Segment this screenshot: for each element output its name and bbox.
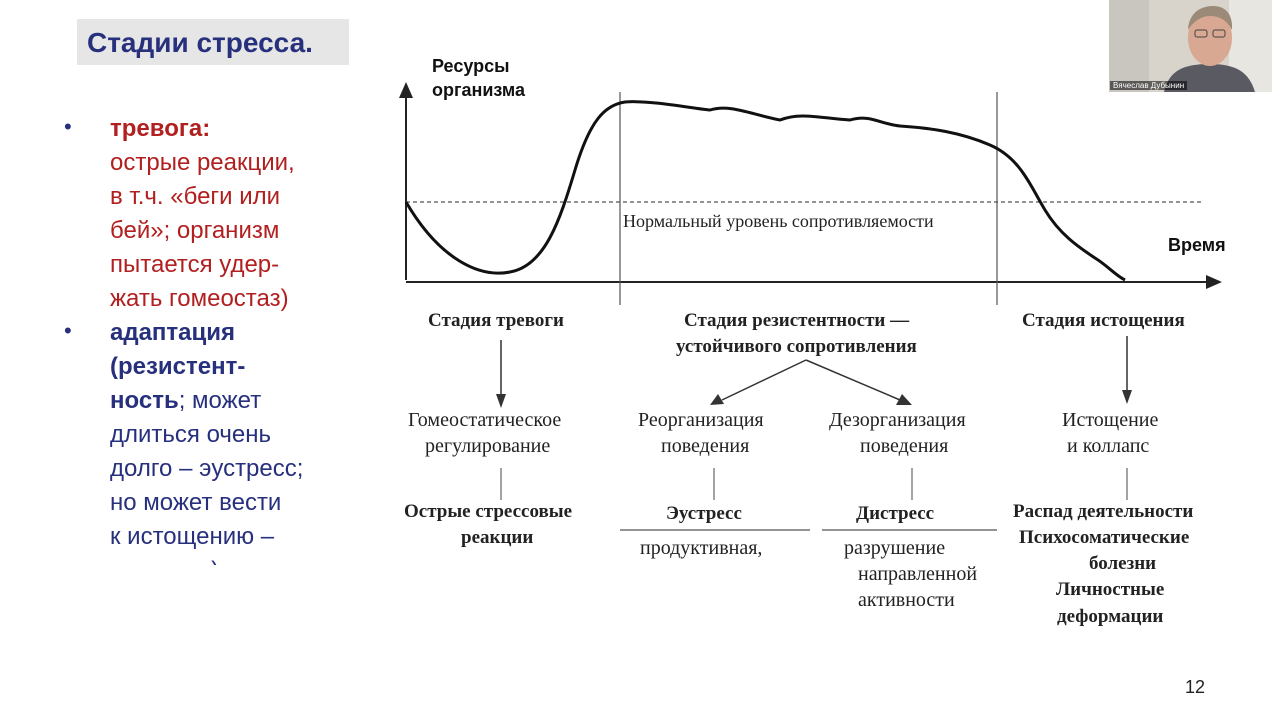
resistance-arrow-right-head (896, 394, 912, 405)
result-eustress-desc: продуктивная, (640, 537, 763, 559)
result-exhaustion-5: деформации (1057, 604, 1164, 630)
bullet-1-line-5: пытается удер- (110, 251, 280, 278)
result-exhaustion-4: Личностные (1056, 577, 1165, 603)
bullet-2-line-3-rest: ; может (178, 387, 262, 414)
resistance-arrow-left (721, 359, 807, 401)
bullet-2-line-5: долго – эустресс; (110, 455, 304, 482)
slide-title-box: Стадии стресса. (77, 19, 349, 65)
outcome-reorg-2: поведения (661, 435, 750, 457)
x-axis-arrow (1206, 275, 1222, 289)
outcome-disorg-1: Дезорганизация (829, 409, 966, 431)
result-distress-desc-2: направленной (858, 561, 978, 587)
result-distress: Дистресс (856, 503, 935, 524)
outcome-collapse-1: Истощение (1062, 409, 1159, 431)
result-distress-desc-3: активности (858, 587, 955, 613)
resources-curve (404, 100, 1126, 282)
y-axis-label-2: организма (432, 80, 526, 100)
result-acute-1: Острые стрессовые (404, 501, 573, 522)
outcome-disorg-2: поведения (860, 435, 949, 457)
bullet-1-line-6: жать гомеостаз) (110, 285, 289, 312)
bullet-1-line-4: бей»; организм (110, 217, 280, 244)
result-distress-desc-1: разрушение (844, 537, 946, 559)
bullet-2-line-3: ность; может (110, 384, 261, 418)
outcome-homeostatic-2: регулирование (425, 435, 551, 457)
resistance-arrow-left-head (710, 394, 724, 405)
presenter-avatar-icon (1109, 0, 1272, 92)
exhaustion-arrow-head (1122, 390, 1132, 404)
bullet-1-line-1: тревога: (110, 115, 211, 142)
y-axis-arrow (399, 82, 413, 98)
bullet-1-line-3: в т.ч. «беги или (110, 183, 281, 210)
bullet-dot: • (64, 318, 72, 343)
stage-resistance-2: устойчивого сопротивления (676, 336, 917, 357)
result-exhaustion-2: Психосоматические (1019, 527, 1190, 548)
bullet-2-line-2: (резистент- (110, 353, 246, 380)
result-eustress: Эустресс (666, 503, 742, 524)
bullet-dot: • (64, 114, 72, 139)
outcome-reorg-1: Реорганизация (638, 409, 764, 431)
page-number: 12 (1185, 677, 1206, 697)
outcome-collapse-2: и коллапс (1067, 435, 1150, 457)
outcome-homeostatic-1: Гомеостатическое (408, 409, 562, 431)
x-axis-label: Время (1168, 235, 1226, 255)
result-exhaustion-1: Распад деятельности (1013, 501, 1194, 522)
result-exhaustion-3: болезни (1089, 551, 1157, 577)
stage-exhaustion: Стадия истощения (1022, 310, 1185, 331)
slide-title: Стадии стресса. (87, 27, 313, 58)
y-axis-label-1: Ресурсы (432, 56, 510, 76)
alarm-arrow-head (496, 394, 506, 408)
presenter-name: Вячеслав Дубынин (1110, 81, 1188, 90)
bullet-2-line-6: но может вести (110, 489, 282, 516)
bullet-1-line-2: острые реакции, (110, 149, 295, 176)
result-acute-2: реакции (461, 527, 534, 548)
resistance-arrow-right (805, 359, 901, 401)
bullet-2-line-7: к истощению – (110, 523, 275, 550)
stage-resistance-1: Стадия резистентности — (684, 310, 910, 331)
bullet-2-line-3-bold: ность (110, 387, 179, 414)
bullet-2-line-1: адаптация (110, 319, 236, 346)
bullet-2-line-4: длиться очень (110, 421, 272, 448)
stage-alarm: Стадия тревоги (428, 310, 564, 331)
normal-level-label: Нормальный уровень сопротивляемости (623, 211, 934, 231)
presenter-video[interactable] (1109, 0, 1272, 92)
